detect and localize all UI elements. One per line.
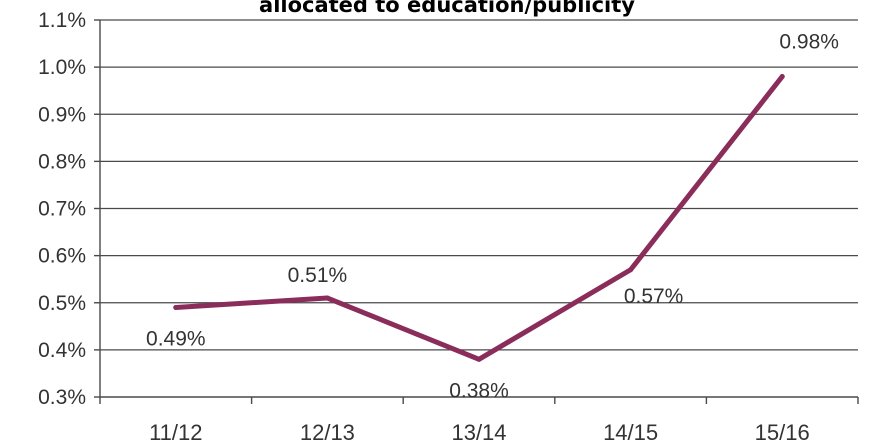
y-tick-label: 0.5% [38,292,86,315]
series [173,74,785,362]
data-label: 0.57% [624,285,684,308]
y-tick-label: 0.9% [38,103,86,126]
y-tick-label: 0.7% [38,198,86,221]
y-axis-ticks: 0.3% 0.4% 0.5% 0.6% 0.7% 0.8% 0.9% 1.0% 1.1% [38,9,100,409]
y-tick-label: 0.3% [38,386,86,409]
data-point [779,74,785,80]
x-tick-label: 13/14 [451,420,506,445]
y-tick-label: 0.8% [38,150,86,173]
y-tick-label: 0.4% [38,339,86,362]
x-tick-label: 12/13 [300,420,355,445]
chart-title: allocated to education/publicity [259,0,635,17]
y-tick-label: 0.6% [38,245,86,268]
data-point [173,304,179,310]
data-labels: 0.49% 0.51% 0.38% 0.57% 0.98% [146,31,839,403]
data-label: 0.51% [288,264,348,287]
data-point [628,267,634,273]
data-label: 0.49% [146,327,206,350]
data-point [476,356,482,362]
gridlines [100,19,858,351]
y-tick-label: 1.0% [38,56,86,79]
data-point [324,295,330,301]
data-label: 0.38% [449,379,509,402]
series-line [173,74,785,362]
x-tick-label: 11/12 [149,420,202,445]
x-tick-label: 15/16 [755,420,810,445]
y-tick-label: 1.1% [38,9,86,32]
data-label: 0.98% [779,31,839,54]
x-tick-label: 14/15 [603,420,658,445]
x-axis-ticks: 11/12 12/13 13/14 14/15 15/16 [99,397,859,445]
